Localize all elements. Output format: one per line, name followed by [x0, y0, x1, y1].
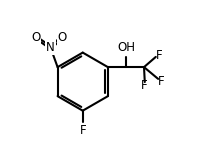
Text: F: F — [141, 79, 147, 92]
Text: F: F — [79, 124, 86, 137]
Text: F: F — [156, 49, 163, 62]
Text: N: N — [46, 41, 55, 54]
Text: F: F — [158, 75, 165, 88]
Text: O: O — [58, 31, 67, 44]
Text: OH: OH — [118, 41, 136, 54]
Text: O: O — [31, 31, 40, 44]
